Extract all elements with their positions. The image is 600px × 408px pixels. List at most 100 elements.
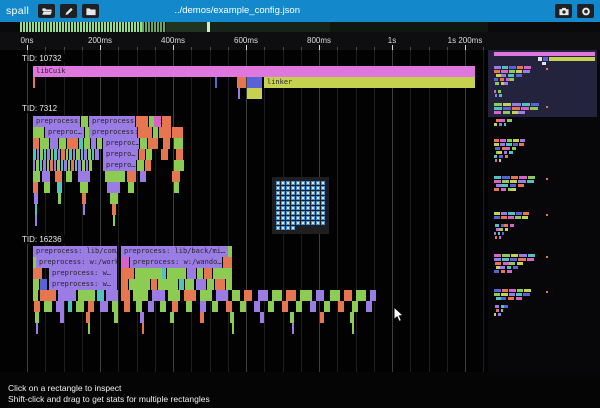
flame-bar[interactable] xyxy=(247,77,262,88)
flame-bar[interactable] xyxy=(76,301,84,312)
flame-bar[interactable] xyxy=(370,290,376,301)
flame-bar[interactable] xyxy=(196,279,206,290)
flame-bar[interactable] xyxy=(47,149,50,160)
flame-bar[interactable] xyxy=(40,290,56,301)
flame-bar[interactable] xyxy=(78,171,90,182)
flame-bar[interactable] xyxy=(153,127,158,138)
folder-open-button[interactable] xyxy=(38,4,56,18)
flame-bar[interactable] xyxy=(88,301,94,312)
flame-bar[interactable] xyxy=(148,301,154,312)
flame-bar[interactable] xyxy=(300,290,312,301)
flame-bar[interactable] xyxy=(197,268,203,279)
flame-bar[interactable] xyxy=(290,312,294,323)
flame-bar[interactable] xyxy=(91,138,96,149)
flame-bar[interactable] xyxy=(68,160,70,171)
flame-bar[interactable] xyxy=(92,149,94,160)
flame-bar[interactable] xyxy=(59,138,66,149)
flame-bar[interactable] xyxy=(78,290,95,301)
flame-bar[interactable] xyxy=(51,149,53,160)
flame-bar[interactable] xyxy=(80,182,88,193)
flame-bar[interactable]: linker xyxy=(264,77,475,88)
flame-bar[interactable] xyxy=(97,290,104,301)
flame-bar[interactable] xyxy=(124,301,130,312)
flame-bar[interactable] xyxy=(97,138,102,149)
flame-bar[interactable] xyxy=(33,279,39,290)
flame-bar[interactable] xyxy=(247,88,262,99)
flame-bar[interactable] xyxy=(185,279,194,290)
flame-bar[interactable] xyxy=(89,160,92,171)
flame-bar[interactable] xyxy=(159,127,171,138)
flame-bar[interactable]: preproc… xyxy=(45,127,84,138)
flame-bar[interactable] xyxy=(254,301,260,312)
flame-bar[interactable] xyxy=(121,290,130,301)
flame-bar[interactable] xyxy=(33,290,38,301)
flame-bar[interactable] xyxy=(174,182,179,193)
flame-bar[interactable] xyxy=(121,268,134,279)
flame-bar[interactable] xyxy=(172,171,180,182)
flame-bar[interactable] xyxy=(260,312,264,323)
flame-bar[interactable] xyxy=(330,290,340,301)
flame-bar[interactable] xyxy=(55,171,62,182)
flame-bar[interactable] xyxy=(33,171,40,182)
flame-bar[interactable] xyxy=(352,323,354,334)
flame-bar[interactable] xyxy=(40,160,42,171)
flame-bar[interactable] xyxy=(168,290,180,301)
flame-bar[interactable] xyxy=(105,171,125,182)
folder-button[interactable] xyxy=(82,4,100,18)
flame-bar[interactable] xyxy=(292,323,294,334)
flame-bar[interactable] xyxy=(33,138,39,149)
flame-bar[interactable] xyxy=(223,257,232,268)
flame-bar[interactable] xyxy=(76,149,80,160)
flame-bar[interactable] xyxy=(215,77,217,88)
flame-bar[interactable] xyxy=(44,182,50,193)
flame-bar[interactable] xyxy=(282,301,288,312)
flame-bar[interactable] xyxy=(179,279,184,290)
flame-bar[interactable] xyxy=(296,301,302,312)
flame-bar[interactable] xyxy=(58,149,60,160)
flame-bar[interactable] xyxy=(238,88,240,99)
flame-bar[interactable] xyxy=(161,149,168,160)
flame-bar[interactable] xyxy=(129,279,150,290)
flame-bar[interactable] xyxy=(40,149,43,160)
flame-bar[interactable] xyxy=(75,160,77,171)
flame-bar[interactable] xyxy=(47,160,49,171)
flame-bar[interactable] xyxy=(35,312,39,323)
flame-bar[interactable] xyxy=(356,290,366,301)
flame-bar[interactable] xyxy=(67,138,78,149)
flame-bar[interactable] xyxy=(187,268,196,279)
flame-bar[interactable] xyxy=(40,279,47,290)
time-ruler[interactable]: 0ns 200ms 400ms 600ms 800ms 1s 1s 200ms xyxy=(0,32,600,50)
flame-bar[interactable] xyxy=(215,279,225,290)
flame-bar[interactable] xyxy=(88,149,91,160)
flame-bar[interactable] xyxy=(43,160,46,171)
timeline-canvas[interactable]: TID: 10732 libCuik linker TID: 7312 preproce… xyxy=(0,50,488,372)
flame-bar[interactable] xyxy=(37,149,39,160)
flame-bar[interactable] xyxy=(36,160,39,171)
flame-bar[interactable] xyxy=(68,301,72,312)
flame-bar[interactable] xyxy=(138,127,152,138)
flame-bar[interactable] xyxy=(162,268,166,279)
flame-bar[interactable] xyxy=(212,301,218,312)
flame-bar[interactable]: prepro… xyxy=(103,149,138,160)
settings-button[interactable] xyxy=(577,4,594,18)
activity-overview[interactable] xyxy=(0,22,600,32)
camera-button[interactable] xyxy=(555,4,572,18)
flame-bar[interactable]: preprocess: w… xyxy=(49,268,117,279)
flame-bar[interactable] xyxy=(240,301,246,312)
flame-bar[interactable] xyxy=(50,138,58,149)
flame-bar[interactable] xyxy=(82,160,85,171)
flame-bar[interactable] xyxy=(114,312,118,323)
flame-bar[interactable] xyxy=(61,160,63,171)
flame-bar[interactable] xyxy=(366,301,372,312)
flame-bar[interactable] xyxy=(310,301,316,312)
flame-bar[interactable] xyxy=(352,301,358,312)
flame-bar[interactable] xyxy=(324,301,330,312)
flame-bar[interactable] xyxy=(200,301,206,312)
flame-bar[interactable] xyxy=(58,193,61,204)
flame-bar[interactable] xyxy=(140,171,146,182)
flame-bar[interactable] xyxy=(85,127,89,138)
flame-bar[interactable] xyxy=(33,77,35,88)
flame-bar[interactable] xyxy=(112,204,116,215)
flame-bar[interactable] xyxy=(204,268,212,279)
flame-bar[interactable] xyxy=(320,312,324,323)
